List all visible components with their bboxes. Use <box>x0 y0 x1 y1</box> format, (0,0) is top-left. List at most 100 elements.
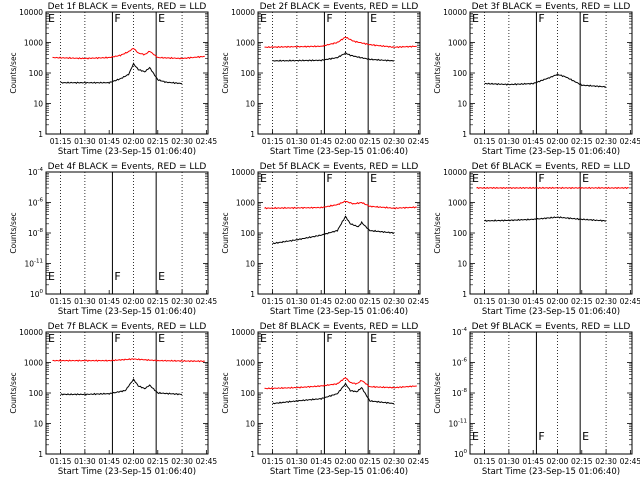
x-tick-label: 01:30 <box>286 297 308 306</box>
marker-label: F <box>538 430 544 443</box>
marker-label: E <box>158 12 165 25</box>
x-axis-label: Start Time (23-Sep-15 01:06:40) <box>58 467 196 477</box>
y-axis-label: Counts/sec <box>9 372 18 413</box>
x-tick-label: 01:15 <box>474 457 496 466</box>
marker-label: E <box>158 270 165 283</box>
x-tick-label: 01:45 <box>98 297 120 306</box>
lld-series-line <box>476 186 629 190</box>
marker-label: E <box>48 270 55 283</box>
y-tick-label: 10000 <box>19 8 43 17</box>
x-tick-label: 02:15 <box>571 297 593 306</box>
panel-title: Det 8f BLACK = Events, RED = LLD <box>260 322 419 332</box>
x-tick-label: 02:00 <box>335 457 357 466</box>
x-tick-label: 02:45 <box>620 137 640 146</box>
y-axis-label: Counts/sec <box>221 52 230 93</box>
x-tick-label: 01:30 <box>286 457 308 466</box>
x-tick-label: 01:30 <box>498 297 520 306</box>
marker-label: F <box>538 12 544 25</box>
marker-label: E <box>370 172 377 185</box>
panel-title: Det 6f BLACK = Events, RED = LLD <box>472 162 631 172</box>
y-tick-label: 10000 <box>443 168 467 177</box>
y-tick-label: 10000 <box>443 8 467 17</box>
x-tick-label: 01:30 <box>286 137 308 146</box>
x-tick-label: 02:45 <box>408 137 430 146</box>
y-tick-label: 1000 <box>24 359 43 368</box>
lld-series-line <box>264 377 417 390</box>
y-tick-label: 1000 <box>448 199 467 208</box>
y-tick-label: 1 <box>250 450 255 459</box>
plot-frame <box>257 331 421 455</box>
events-series-line <box>272 51 395 62</box>
y-axis-label: Counts/sec <box>221 372 230 413</box>
y-tick-label: 10-6 <box>28 198 44 208</box>
y-tick-label: 10000 <box>231 328 255 337</box>
x-tick-label: 02:15 <box>359 457 381 466</box>
panel-title: Det 9f BLACK = Events, RED = LLD <box>472 322 631 332</box>
x-tick-label: 01:45 <box>310 137 332 146</box>
marker-label: E <box>158 332 165 345</box>
lld-series-line <box>264 36 417 49</box>
x-tick-label: 02:30 <box>171 457 193 466</box>
x-tick-label: 02:15 <box>359 137 381 146</box>
x-tick-label: 02:30 <box>383 297 405 306</box>
x-axis-label: Start Time (23-Sep-15 01:06:40) <box>270 307 408 317</box>
y-tick-label: 10 <box>457 100 467 109</box>
x-tick-label: 02:30 <box>595 457 617 466</box>
x-tick-label: 01:45 <box>522 297 544 306</box>
x-tick-label: 02:15 <box>147 457 169 466</box>
panel-title: Det 1f BLACK = Events, RED = LLD <box>48 2 207 12</box>
y-tick-label: 100 <box>29 69 44 78</box>
y-tick-label: 10-11 <box>448 419 467 429</box>
y-tick-label: 1 <box>38 450 43 459</box>
marker-label: F <box>114 270 120 283</box>
x-tick-label: 01:30 <box>74 297 96 306</box>
x-tick-label: 02:30 <box>171 297 193 306</box>
y-tick-label: 10-8 <box>452 388 468 398</box>
x-tick-label: 02:00 <box>123 297 145 306</box>
y-axis-label: Counts/sec <box>433 372 442 413</box>
x-tick-label: 01:15 <box>50 457 72 466</box>
x-tick-label: 02:30 <box>171 137 193 146</box>
events-series-line <box>60 62 183 85</box>
x-tick-label: 02:00 <box>547 457 569 466</box>
plot-frame <box>257 11 421 135</box>
y-tick-label: 1 <box>462 290 467 299</box>
x-tick-label: 01:45 <box>98 137 120 146</box>
y-tick-label: 10 <box>33 420 43 429</box>
x-tick-label: 02:00 <box>335 137 357 146</box>
marker-label: F <box>114 12 120 25</box>
x-tick-label: 02:00 <box>123 137 145 146</box>
x-axis-label: Start Time (23-Sep-15 01:06:40) <box>58 147 196 157</box>
x-tick-label: 01:15 <box>262 297 284 306</box>
x-tick-label: 02:30 <box>595 137 617 146</box>
x-tick-label: 01:45 <box>310 297 332 306</box>
panel-title: Det 5f BLACK = Events, RED = LLD <box>260 162 419 172</box>
x-tick-label: 01:45 <box>98 457 120 466</box>
y-tick-label: 1000 <box>24 39 43 48</box>
y-tick-label: 100 <box>453 69 468 78</box>
x-axis-label: Start Time (23-Sep-15 01:06:40) <box>58 307 196 317</box>
y-tick-label: 1000 <box>236 199 255 208</box>
marker-label: F <box>326 12 332 25</box>
x-tick-label: 01:30 <box>498 137 520 146</box>
marker-label: E <box>48 12 55 25</box>
y-tick-label: 10 <box>245 260 255 269</box>
detector-panel: Det 7f BLACK = Events, RED = LLD 01:15 01:… <box>9 322 217 477</box>
x-tick-label: 02:00 <box>547 297 569 306</box>
x-tick-label: 02:15 <box>359 297 381 306</box>
y-axis-label: Counts/sec <box>433 212 442 253</box>
y-tick-label: 10000 <box>231 8 255 17</box>
x-tick-label: 02:15 <box>571 137 593 146</box>
y-tick-label: 1000 <box>236 359 255 368</box>
y-tick-label: 100 <box>241 389 256 398</box>
panel-title: Det 7f BLACK = Events, RED = LLD <box>48 322 207 332</box>
y-tick-label: 100 <box>29 389 44 398</box>
y-tick-label: 1 <box>250 130 255 139</box>
x-axis-label: Start Time (23-Sep-15 01:06:40) <box>270 467 408 477</box>
